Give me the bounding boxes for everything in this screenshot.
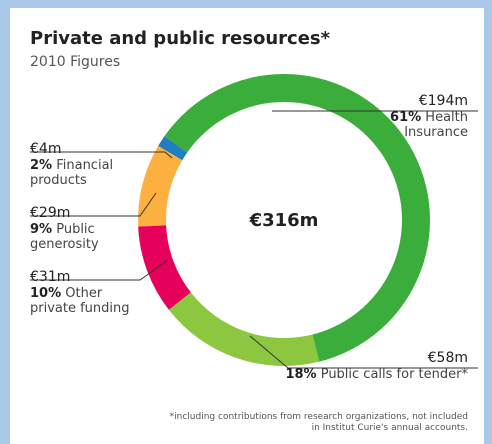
donut-segment	[168, 292, 320, 367]
percent-label: 18%	[285, 367, 317, 382]
leader-line	[249, 335, 478, 369]
segment-label: €29m 9% Public generosity	[30, 205, 150, 253]
category-label: Financial products	[30, 158, 114, 188]
total-label: €316m	[249, 210, 319, 231]
value-label: €4m	[30, 141, 62, 157]
leader-lines	[30, 110, 478, 369]
category-label: Other private funding	[30, 286, 130, 316]
chart-title: Private and public resources*	[30, 28, 331, 49]
chart	[30, 74, 478, 369]
donut-segment	[158, 136, 188, 161]
leader-line	[30, 259, 169, 281]
segment-label: €4m 2% Financial products	[30, 141, 150, 189]
percent-label: 10%	[30, 286, 62, 301]
segment-label: €31m 10% Other private funding	[30, 269, 150, 317]
donut-segment	[138, 146, 183, 227]
segment-label: €194m 61% Health Insurance	[358, 93, 468, 141]
percent-label: 2%	[30, 158, 53, 173]
segment-label: €58m 18% Public calls for tender*	[248, 350, 468, 383]
chart-subtitle: 2010 Figures	[30, 54, 121, 70]
percent-label: 61%	[390, 110, 422, 125]
category-label: Public calls for tender*	[320, 367, 468, 382]
category-label: Health Insurance	[404, 110, 468, 140]
category-label: Public generosity	[30, 222, 99, 252]
footnote: *including contributions from research o…	[169, 412, 468, 433]
value-label: €31m	[30, 269, 71, 285]
card: Private and public resources* 2010 Figur…	[10, 8, 484, 444]
value-label: €29m	[30, 205, 71, 221]
leader-line	[30, 192, 157, 217]
value-label: €58m	[427, 350, 468, 366]
leader-line	[30, 151, 173, 159]
value-label: €194m	[418, 93, 468, 109]
percent-label: 9%	[30, 222, 53, 237]
donut-segment	[138, 225, 191, 310]
